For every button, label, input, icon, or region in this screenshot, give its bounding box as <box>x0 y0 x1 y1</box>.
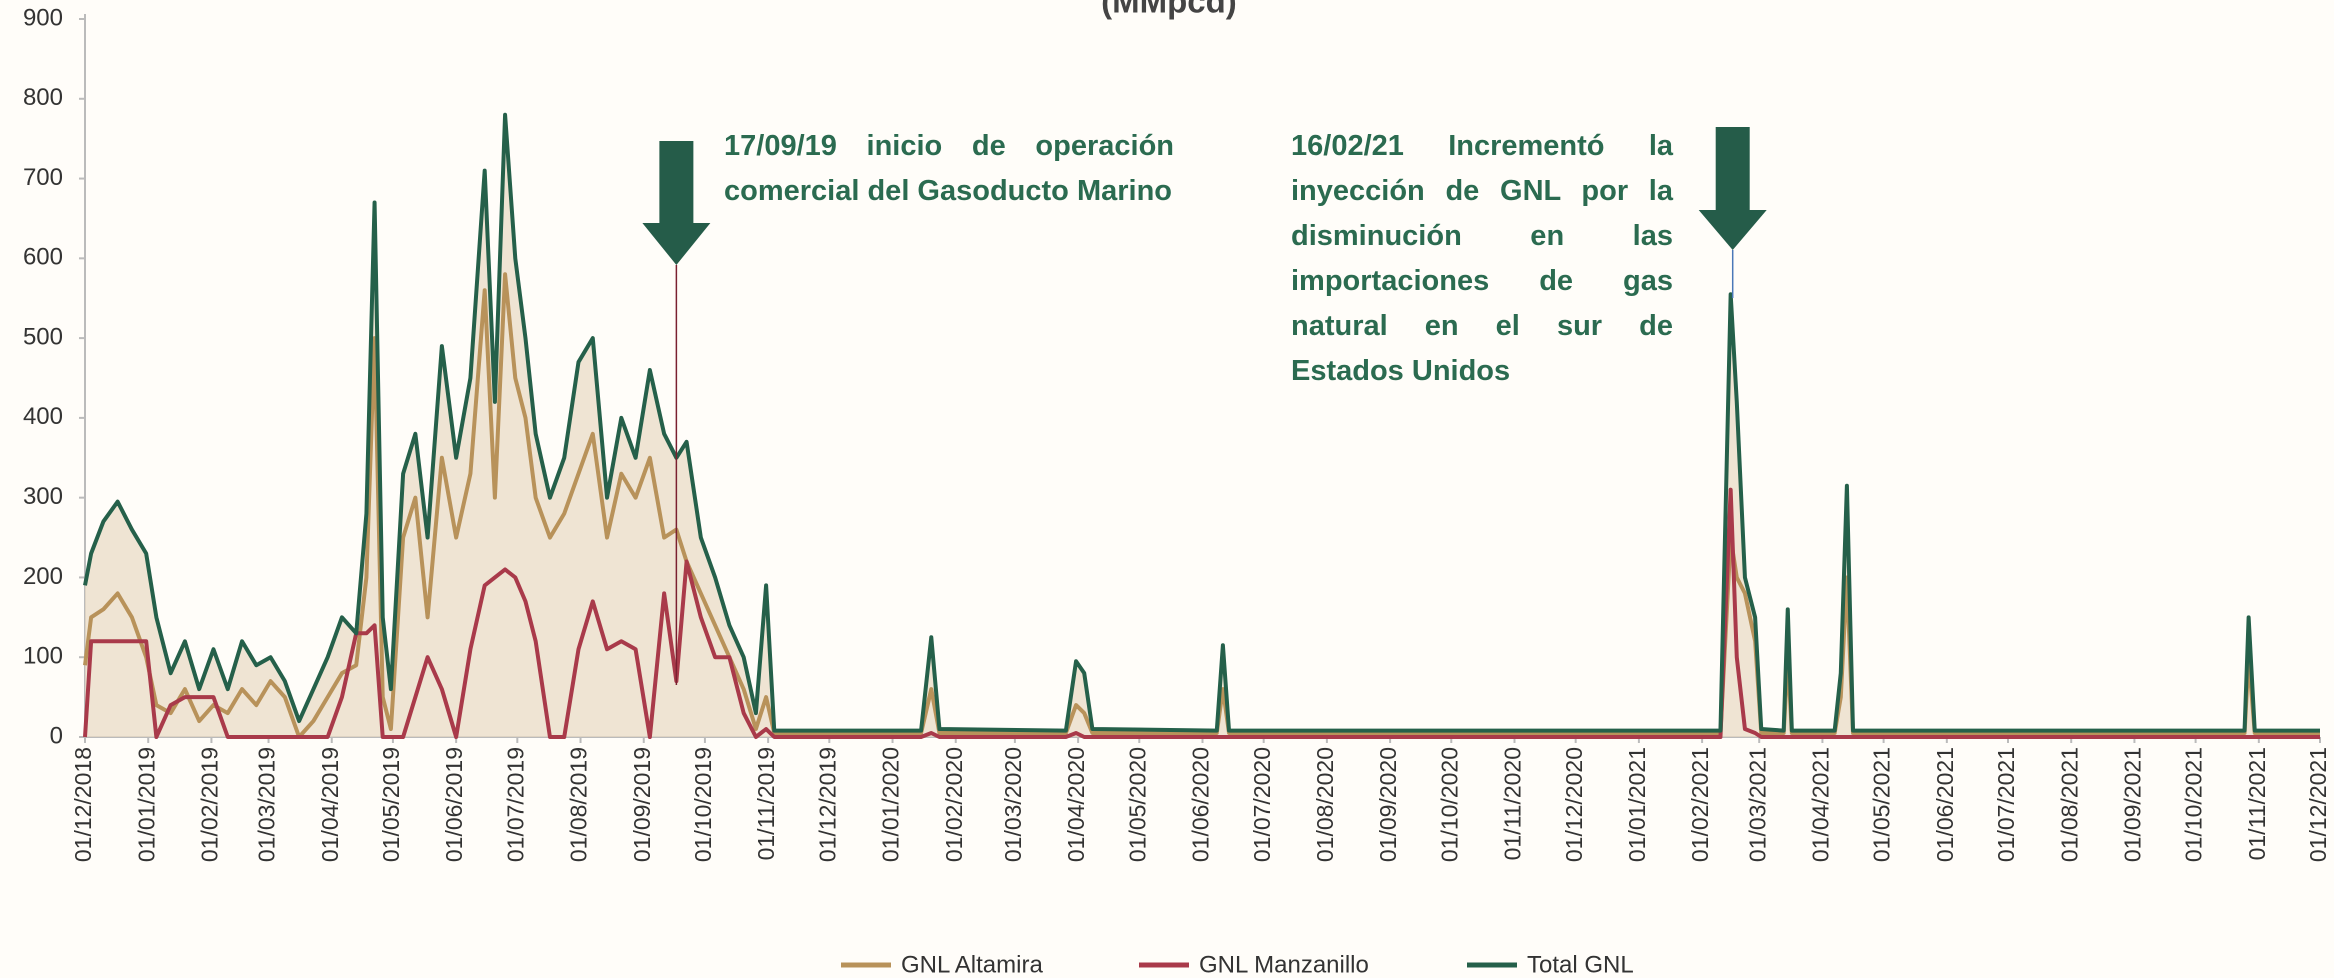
x-tick-label: 01/07/2019 <box>502 747 528 862</box>
series-line <box>83 112 2320 733</box>
x-tick-label: 01/12/2019 <box>814 747 840 862</box>
x-tick-label: 01/02/2021 <box>1687 747 1713 862</box>
x-tick-label: 01/11/2019 <box>753 747 779 860</box>
x-tick-label: 01/05/2021 <box>1869 747 1895 862</box>
y-tick-label: 600 <box>23 244 63 271</box>
y-tick-label: 700 <box>23 164 63 191</box>
x-tick-label: 01/04/2019 <box>317 747 343 862</box>
x-tick-label: 01/12/2020 <box>1561 747 1587 862</box>
annotation: 16/02/21 Incrementó la inyección de GNL … <box>1291 130 1673 387</box>
x-tick-label: 01/07/2020 <box>1249 747 1275 862</box>
x-tick-label: 01/03/2021 <box>1744 747 1770 862</box>
x-tick-label: 01/10/2021 <box>2181 747 2207 862</box>
y-tick-label: 500 <box>23 323 63 350</box>
y-tick-label: 200 <box>23 563 63 590</box>
legend-label: GNL Manzanillo <box>1199 951 1369 978</box>
y-tick-label: 400 <box>23 403 63 430</box>
y-tick-label: 900 <box>23 4 63 31</box>
annotation-arrow <box>642 141 711 265</box>
x-tick-label: 01/01/2020 <box>878 747 904 862</box>
x-tick-label: 01/06/2019 <box>441 747 467 862</box>
x-tick-label: 01/09/2019 <box>629 747 655 862</box>
x-tick-label: 01/02/2020 <box>941 747 967 862</box>
x-tick-label: 01/04/2021 <box>1808 747 1834 862</box>
x-tick-label: 01/05/2019 <box>378 747 404 862</box>
x-tick-label: 01/04/2020 <box>1063 747 1089 862</box>
y-tick-label: 100 <box>23 643 63 670</box>
series-line <box>83 272 2320 739</box>
chart-title: (MMpcd) <box>1101 0 1237 20</box>
legend-label: Total GNL <box>1527 951 1634 978</box>
x-tick-label: 01/08/2021 <box>2056 747 2082 862</box>
x-tick-label: 01/06/2020 <box>1188 747 1214 862</box>
x-tick-label: 01/10/2019 <box>690 747 716 862</box>
annotation: 17/09/19 inicio de operación comercial d… <box>724 130 1174 207</box>
x-tick-label: 01/08/2019 <box>566 747 592 862</box>
y-tick-label: 0 <box>50 722 63 749</box>
x-tick-label: 01/01/2021 <box>1624 747 1650 862</box>
x-tick-label: 01/03/2020 <box>1000 747 1026 862</box>
y-tick-label: 800 <box>23 84 63 111</box>
x-tick-label: 01/08/2020 <box>1312 747 1338 862</box>
x-tick-label: 01/09/2020 <box>1375 747 1401 862</box>
x-tick-label: 01/12/2018 <box>70 747 96 862</box>
x-tick-label: 01/11/2021 <box>2244 747 2270 860</box>
x-tick-label: 01/07/2021 <box>1993 747 2019 862</box>
x-tick-label: 01/03/2019 <box>254 747 280 862</box>
y-tick-label: 300 <box>23 483 63 510</box>
x-tick-label: 01/05/2020 <box>1124 747 1150 862</box>
annotation-arrow <box>1698 127 1767 250</box>
x-tick-label: 01/09/2021 <box>2120 747 2146 862</box>
x-tick-label: 01/06/2021 <box>1932 747 1958 862</box>
x-tick-label: 01/02/2019 <box>197 747 223 862</box>
x-tick-label: 01/12/2021 <box>2305 747 2331 862</box>
x-tick-label: 01/11/2020 <box>1500 747 1526 860</box>
x-tick-label: 01/01/2019 <box>133 747 159 862</box>
series-line <box>83 487 2320 739</box>
x-tick-label: 01/10/2020 <box>1436 747 1462 862</box>
legend-label: GNL Altamira <box>901 951 1043 978</box>
area <box>85 114 2320 737</box>
